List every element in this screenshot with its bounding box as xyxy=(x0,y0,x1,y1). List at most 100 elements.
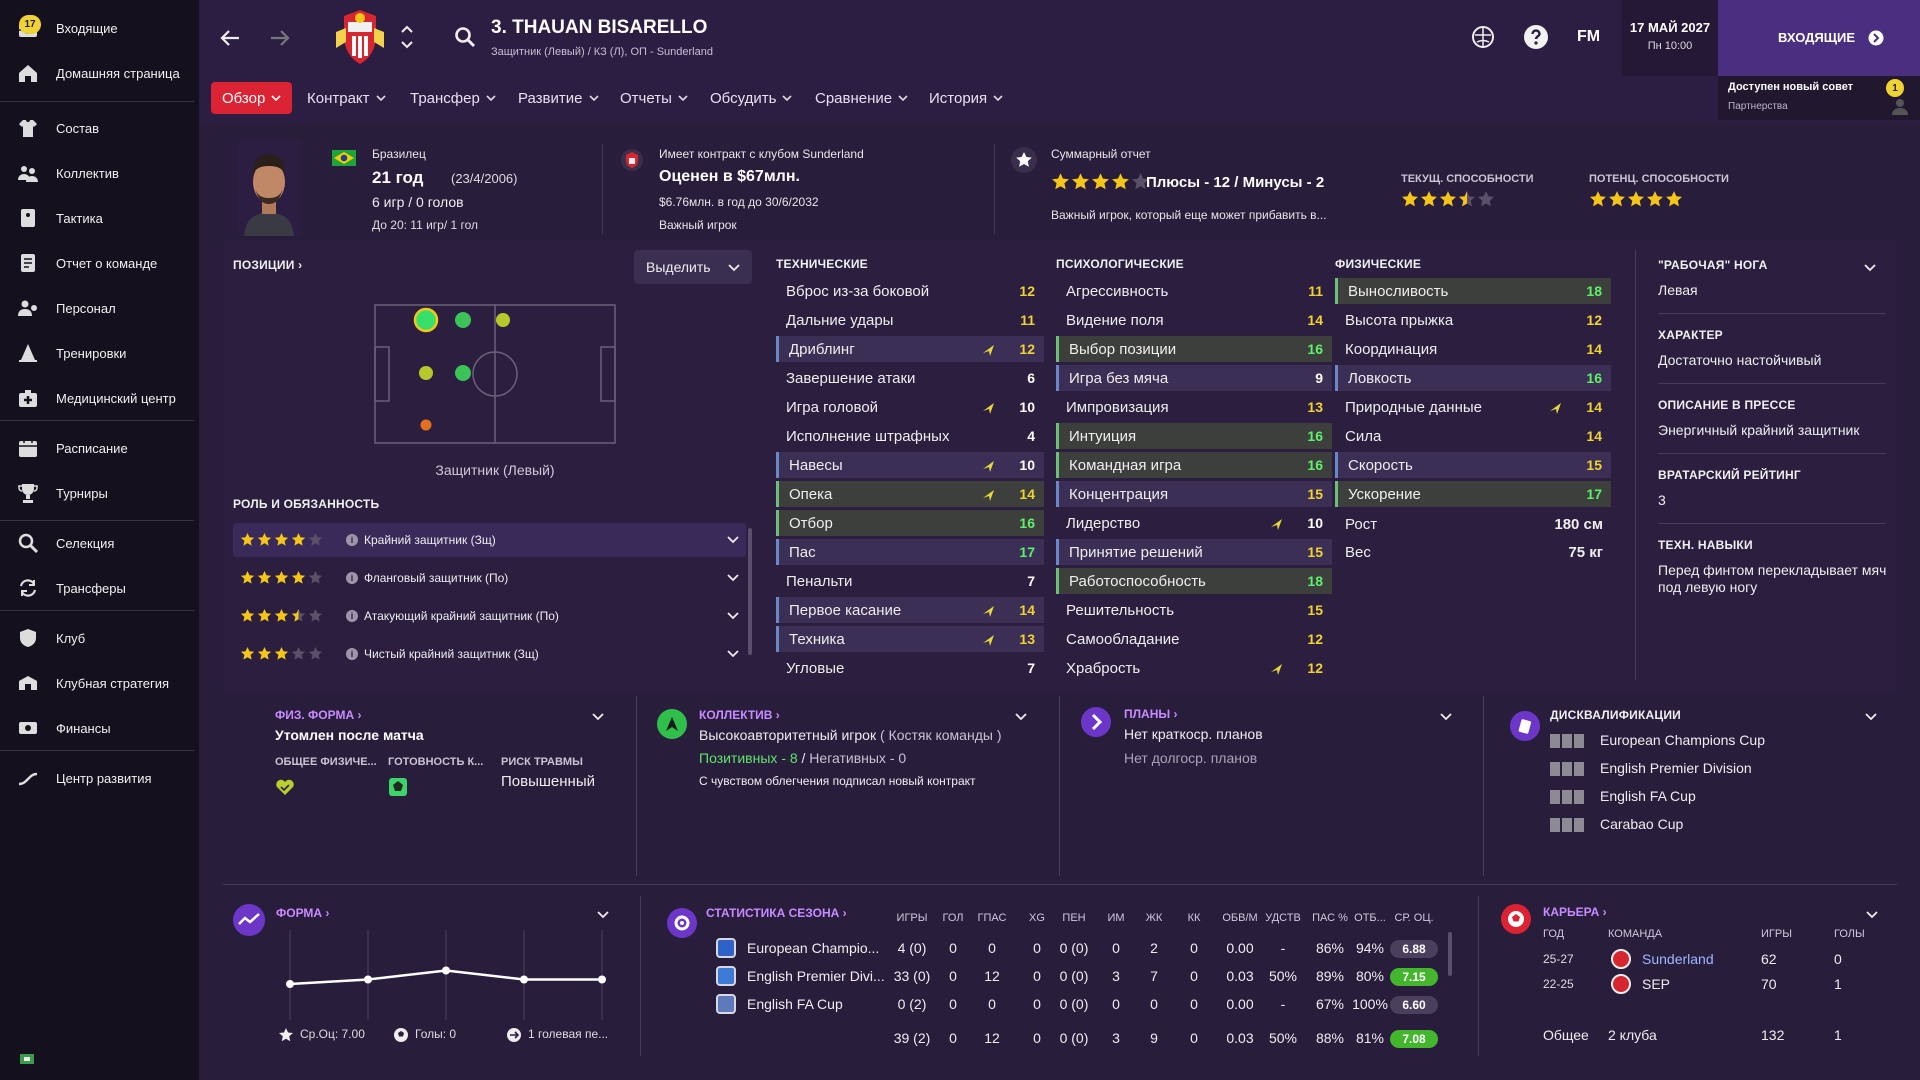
sidebar-item-scouting[interactable]: Селекция xyxy=(0,523,199,563)
career-header[interactable]: ГОД xyxy=(1543,928,1565,940)
attribute-row[interactable]: Скорость 15 xyxy=(1335,452,1611,478)
attribute-row[interactable]: Выбор позиции 16 xyxy=(1056,336,1332,362)
table-row[interactable]: English Premier Divi... 33 (0) 0 12 0 0 (0) 3 7… xyxy=(706,964,1466,990)
attribute-row[interactable]: Пас 17 xyxy=(776,539,1044,565)
tab-history[interactable]: История xyxy=(929,82,1003,114)
table-row[interactable]: 25-27 Sunderland 62 0 xyxy=(1543,948,1883,972)
sidebar-item-transfers[interactable]: Трансферы xyxy=(0,568,199,608)
attribute-row[interactable]: Игра без мяча 9 xyxy=(1056,365,1332,391)
sidebar-item-staff[interactable]: Персонал xyxy=(0,288,199,328)
stats-header[interactable]: ПЕН xyxy=(1062,912,1086,924)
attribute-row[interactable]: Техника 13 xyxy=(776,626,1044,652)
attribute-row[interactable]: Работоспособность 18 xyxy=(1056,568,1332,594)
back-arrow-icon[interactable] xyxy=(218,26,242,50)
stats-header[interactable]: ИМ xyxy=(1107,912,1125,924)
sidebar-item-team-report[interactable]: Отчет о команде xyxy=(0,243,199,283)
stats-header[interactable]: ИГРЫ xyxy=(896,912,928,924)
attribute-row[interactable]: Самообладание 12 xyxy=(1056,626,1332,652)
new-advice-notice[interactable]: Доступен новый совет Партнерства 1 xyxy=(1718,76,1920,120)
attribute-row[interactable]: Принятие решений 15 xyxy=(1056,539,1332,565)
stats-header[interactable]: КК xyxy=(1187,912,1201,924)
sidebar-item-inbox[interactable]: 17 Входящие xyxy=(0,8,199,48)
attribute-row[interactable]: Вброс из-за боковой 12 xyxy=(776,278,1044,304)
attribute-row[interactable]: Координация 14 xyxy=(1335,336,1611,362)
fm-logo[interactable]: FM xyxy=(1577,28,1601,45)
tab-compare[interactable]: Сравнение xyxy=(815,82,908,114)
attribute-row[interactable]: Выносливость 18 xyxy=(1335,278,1611,304)
info-icon[interactable]: i xyxy=(346,572,358,584)
stats-header[interactable]: ЖК xyxy=(1145,912,1163,924)
sidebar-item-dynamics[interactable]: Коллектив xyxy=(0,153,199,193)
squad-dynamics-title[interactable]: КОЛЛЕКТИВ › xyxy=(699,708,780,722)
attribute-row[interactable]: Природные данные 14 xyxy=(1335,394,1611,420)
info-icon[interactable]: i xyxy=(346,648,358,660)
fitness-title[interactable]: ФИЗ. ФОРМА › xyxy=(275,708,362,722)
attribute-row[interactable]: Первое касание 14 xyxy=(776,597,1044,623)
info-icon[interactable]: i xyxy=(346,610,358,622)
chevron-down-icon[interactable] xyxy=(1440,713,1452,721)
stats-header[interactable]: XG xyxy=(1029,912,1045,924)
chevron-down-icon[interactable] xyxy=(727,574,739,582)
season-stats-title[interactable]: СТАТИСТИКА СЕЗОНА › xyxy=(706,906,847,920)
world-football-icon[interactable] xyxy=(1470,24,1496,50)
sidebar-item-squad[interactable]: Состав xyxy=(0,108,199,148)
attribute-row[interactable]: Игра головой 10 xyxy=(776,394,1044,420)
attribute-row[interactable]: Видение поля 14 xyxy=(1056,307,1332,333)
form-point[interactable] xyxy=(598,975,606,984)
sidebar-item-home[interactable]: Домашняя страница xyxy=(0,53,199,93)
attribute-row[interactable]: Исполнение штрафных 4 xyxy=(776,423,1044,449)
sidebar-item-tactics[interactable]: Тактика xyxy=(0,198,199,238)
role-row[interactable]: i Чистый крайний защитник (Зщ) xyxy=(233,637,746,671)
inbox-continue-button[interactable]: ВХОДЯЩИЕ xyxy=(1718,0,1920,76)
sidebar-item-training[interactable]: Тренировки xyxy=(0,333,199,373)
stats-header[interactable]: ГПАС xyxy=(977,912,1007,924)
date-box[interactable]: 17 МАЙ 2027 Пн 10:00 xyxy=(1622,0,1718,76)
chevron-down-icon[interactable] xyxy=(727,536,739,544)
chevron-down-icon[interactable] xyxy=(727,650,739,658)
attribute-row[interactable]: Пенальти 7 xyxy=(776,568,1044,594)
form-point[interactable] xyxy=(286,980,294,988)
tab-overview[interactable]: Обзор xyxy=(211,82,293,114)
chevron-down-icon[interactable] xyxy=(727,612,739,620)
sidebar-item-finances[interactable]: Финансы xyxy=(0,708,199,748)
chevron-down-icon[interactable] xyxy=(592,713,604,721)
stats-header[interactable]: ГОЛ xyxy=(942,912,964,924)
attribute-row[interactable]: Ускорение 17 xyxy=(1335,481,1611,507)
sidebar-item-club[interactable]: Клуб xyxy=(0,618,199,658)
career-header[interactable]: ИГРЫ xyxy=(1761,928,1792,940)
attribute-row[interactable]: Интуиция 16 xyxy=(1056,423,1332,449)
form-point[interactable] xyxy=(520,975,528,984)
attribute-row[interactable]: Командная игра 16 xyxy=(1056,452,1332,478)
tab-transfer[interactable]: Трансфер xyxy=(410,82,496,114)
sidebar-item-development[interactable]: Центр развития xyxy=(0,758,199,798)
attribute-row[interactable]: Дриблинг 12 xyxy=(776,336,1044,362)
attribute-row[interactable]: Решительность 15 xyxy=(1056,597,1332,623)
forward-arrow-icon[interactable] xyxy=(268,26,292,50)
stats-header[interactable]: ОТБ... xyxy=(1354,912,1386,924)
role-row[interactable]: i Фланговый защитник (По) xyxy=(233,561,746,595)
stats-header[interactable]: УДСТВ xyxy=(1265,912,1301,924)
help-icon[interactable] xyxy=(1523,24,1549,50)
tab-discuss[interactable]: Обсудить xyxy=(710,82,792,114)
chevron-down-icon[interactable] xyxy=(1864,264,1876,272)
player-switch-chevrons-icon[interactable] xyxy=(400,22,414,52)
chevron-down-icon[interactable] xyxy=(597,911,609,919)
form-point[interactable] xyxy=(442,966,450,975)
attribute-row[interactable]: Навесы 10 xyxy=(776,452,1044,478)
tab-development[interactable]: Развитие xyxy=(518,82,599,114)
stats-header[interactable]: СР. ОЦ. xyxy=(1394,912,1434,924)
attribute-row[interactable]: Отбор 16 xyxy=(776,510,1044,536)
attribute-row[interactable]: Лидерство 10 xyxy=(1056,510,1332,536)
role-row[interactable]: i Атакующий крайний защитник (По) xyxy=(233,599,746,633)
career-header[interactable]: ГОЛЫ xyxy=(1834,928,1865,940)
chevron-down-icon[interactable] xyxy=(1865,713,1877,721)
tab-reports[interactable]: Отчеты xyxy=(620,82,688,114)
roles-scrollbar[interactable] xyxy=(748,528,752,655)
sidebar-item-competitions[interactable]: Турниры xyxy=(0,473,199,513)
sidebar-item-club-vision[interactable]: Клубная стратегия xyxy=(0,663,199,703)
sidebar-item-schedule[interactable]: Расписание xyxy=(0,428,199,468)
role-row[interactable]: i Крайний защитник (Зщ) xyxy=(233,523,746,557)
attribute-row[interactable]: Агрессивность 11 xyxy=(1056,278,1332,304)
search-icon[interactable] xyxy=(453,25,477,49)
sidebar-item-medical[interactable]: Медицинский центр xyxy=(0,378,199,418)
